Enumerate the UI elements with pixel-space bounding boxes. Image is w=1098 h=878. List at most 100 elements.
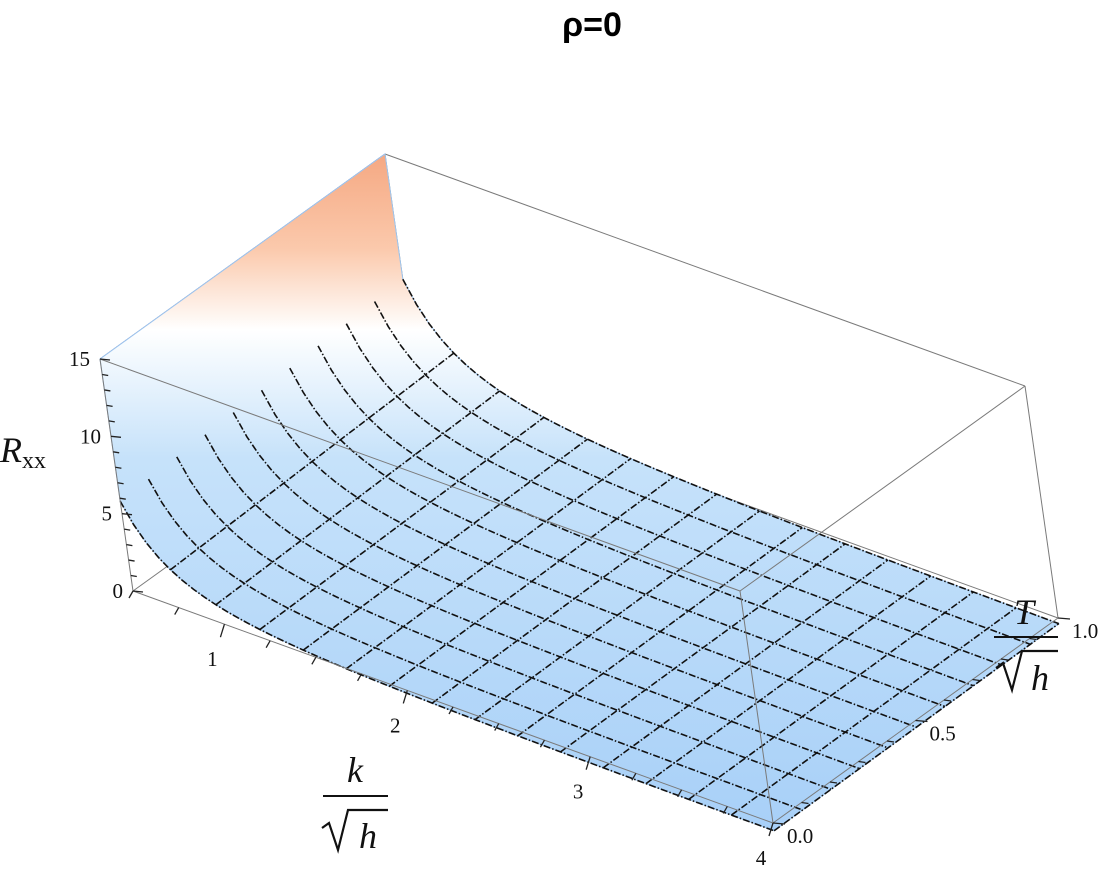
z-tick-mark (119, 497, 126, 500)
mesh-line-k (560, 543, 846, 753)
z-tick-label: 15 (69, 347, 90, 371)
x-tick-label: 4 (756, 846, 767, 870)
mesh-line-k (773, 622, 1060, 832)
mesh-line-k (388, 476, 675, 687)
front-box-edge (99, 358, 741, 592)
y-axis-label-numerator: T (1014, 592, 1037, 632)
mesh-line-t (119, 500, 775, 832)
y-axis-label: T h (994, 592, 1058, 698)
mesh-line-t (317, 345, 974, 687)
x-tick-label: 2 (390, 713, 401, 737)
y-tick-label: 1.0 (1072, 619, 1098, 643)
mesh-line-t (373, 301, 1031, 646)
mesh-line-k (431, 493, 718, 704)
mesh-line-k (302, 438, 588, 651)
front-box-edge (99, 358, 134, 592)
mesh-line-t (402, 278, 1060, 625)
z-axis-label-sub: xx (22, 448, 46, 474)
mesh-line-t (260, 389, 917, 728)
z-tick-mark (117, 482, 124, 485)
z-tick-mark (106, 404, 113, 408)
z-tick-label: 5 (102, 502, 113, 526)
mesh-line-t (147, 478, 803, 811)
x-tick-mark (265, 640, 271, 649)
y-tick-mark (1000, 658, 1009, 661)
mesh-line-k (602, 559, 889, 769)
x-axis-label-numerator: k (347, 750, 364, 790)
z-axis: 0 5 10 15 (69, 347, 144, 603)
x-tick-mark (219, 623, 226, 638)
x-axis-label: k h (321, 750, 388, 856)
chart-title: ρ=0 (562, 6, 622, 44)
mesh-line-t (289, 367, 946, 708)
back-box-edge (1024, 385, 1059, 619)
x-tick-mark (768, 822, 774, 837)
y-tick-label: 0.5 (930, 722, 956, 746)
z-tick-mark (121, 513, 133, 516)
mesh-line-k (259, 416, 545, 631)
x-tick-mark (722, 806, 728, 814)
x-tick-mark (677, 789, 683, 798)
y-tick-mark (858, 760, 866, 764)
back-box-edge (384, 153, 1026, 387)
x-tick-mark (494, 723, 500, 731)
x-tick-mark (357, 673, 363, 682)
x-tick-mark (174, 607, 180, 615)
z-tick-mark (102, 373, 109, 377)
z-tick-mark (113, 451, 120, 454)
x-axis-label-radical: h (359, 816, 377, 856)
y-tick-mark (943, 699, 952, 702)
z-axis-label-base: R (0, 430, 22, 470)
x-tick-mark (402, 690, 408, 704)
mesh-line-t (345, 323, 1003, 666)
x-tick-label: 3 (573, 780, 584, 804)
z-tick-mark (110, 435, 122, 438)
y-tick-mark (972, 678, 980, 682)
z-tick-mark (132, 590, 144, 593)
mesh-line-k (474, 510, 760, 721)
x-tick-mark (311, 656, 317, 665)
mesh-lines (119, 278, 1060, 832)
z-tick-label: 10 (80, 424, 101, 448)
mesh-line-k (645, 575, 932, 785)
mesh-line-k (730, 607, 1017, 816)
z-tick-mark (130, 574, 137, 578)
z-tick-mark (124, 528, 131, 531)
z-tick-mark (126, 543, 133, 547)
y-tick-mark (829, 781, 838, 784)
surface (99, 153, 1060, 832)
x-tick-mark (448, 706, 454, 715)
y-axis-label-radical-sign (995, 649, 1058, 694)
z-tick-mark (99, 358, 111, 361)
z-axis-label: Rxx (0, 430, 46, 474)
x-tick-mark (128, 590, 134, 599)
x-axis: 1 2 3 4 (128, 590, 774, 870)
x-tick-label: 1 (207, 647, 218, 671)
mesh-line-k (688, 591, 974, 801)
x-tick-mark (631, 772, 637, 781)
z-tick-mark (104, 389, 111, 392)
front-box-edge (739, 590, 774, 824)
y-axis-label-radical: h (1031, 658, 1049, 698)
z-tick-mark (108, 420, 115, 423)
y-tick-label: 0.0 (787, 824, 813, 848)
y-axis: 0.0 0.5 1.0 (772, 617, 1098, 848)
z-tick-mark (115, 466, 122, 469)
mesh-line-k (169, 352, 455, 571)
x-tick-mark (539, 739, 545, 748)
y-tick-mark (772, 822, 786, 825)
mesh-line-k (215, 390, 501, 606)
mesh-line-k (517, 526, 803, 737)
surface-patch (99, 153, 1060, 832)
z-tick-mark (128, 559, 135, 562)
y-tick-mark (1029, 637, 1037, 641)
z-tick-label: 0 (113, 579, 124, 603)
y-tick-mark (886, 740, 895, 743)
y-tick-mark (915, 719, 928, 723)
x-tick-mark (585, 756, 591, 770)
y-tick-mark (801, 801, 809, 805)
mesh-line-t (204, 434, 860, 770)
mesh-line-k (345, 457, 632, 670)
x-axis-label-radical-sign (321, 808, 388, 854)
